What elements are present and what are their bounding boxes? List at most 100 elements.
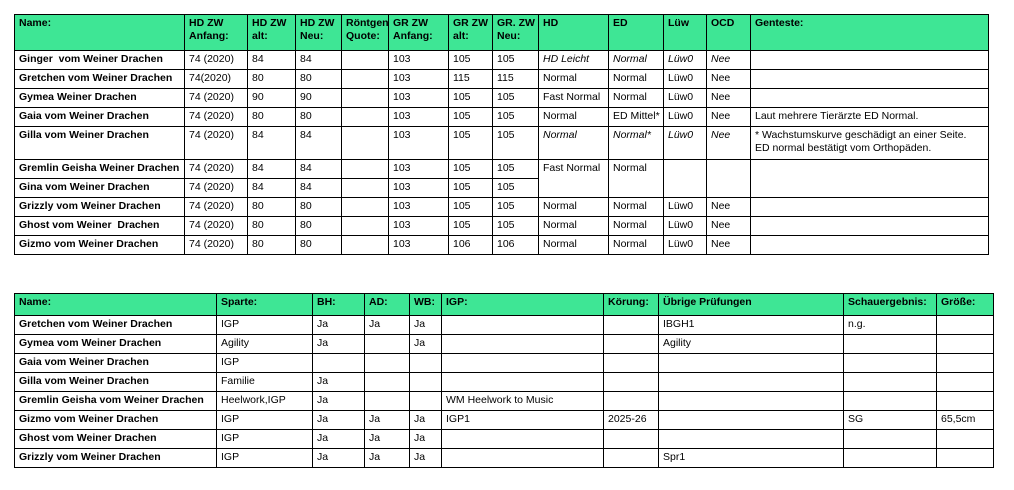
table-cell (843, 353, 937, 373)
table-cell: 105 (448, 159, 493, 179)
header-row: Name: HD ZW Anfang: HD ZW alt: HD ZW Neu: Rö… (14, 14, 989, 51)
table-cell: 105 (448, 50, 493, 70)
table-cell: 65,5cm (936, 410, 994, 430)
table-cell: 103 (388, 126, 449, 160)
table-row: Gymea vom Weiner Drachen Agility Ja Ja Agili… (14, 334, 994, 354)
table-cell: 80 (295, 107, 342, 127)
table-cell (658, 410, 844, 430)
table-cell (706, 159, 751, 179)
column-header: Körung: (603, 293, 659, 316)
table-row: Gremlin Geisha vom Weiner Drachen Heelwor… (14, 391, 994, 411)
column-header: WB: (409, 293, 442, 316)
table-row: Ginger vom Weiner Drachen 74 (2020) 84 84 10… (14, 50, 989, 70)
table-cell (603, 429, 659, 449)
table-cell: 74(2020) (184, 69, 248, 89)
table-cell: Normal (608, 197, 664, 217)
dog-name-cell: Gizmo vom Weiner Drachen (14, 235, 185, 255)
table-cell: 80 (295, 197, 342, 217)
table-cell: Lüw0 (663, 126, 707, 160)
dog-name-cell: Gretchen vom Weiner Drachen (14, 315, 217, 335)
table-cell: 80 (295, 69, 342, 89)
table-cell: IGP1 (441, 410, 604, 430)
table-cell (608, 178, 664, 198)
table-cell: 105 (448, 178, 493, 198)
table-cell: * Wachstumskurve geschädigt an einer Sei… (750, 126, 989, 160)
table-cell (341, 235, 389, 255)
table-cell (843, 391, 937, 411)
table-cell (603, 372, 659, 392)
column-header: HD ZW alt: (247, 14, 296, 51)
table-cell: Nee (706, 107, 751, 127)
table-cell: Lüw0 (663, 69, 707, 89)
table-cell: 74 (2020) (184, 178, 248, 198)
table-cell: 105 (492, 159, 539, 179)
table-cell (603, 391, 659, 411)
table-row: Grizzly vom Weiner Drachen 74 (2020) 80 80 1… (14, 197, 989, 217)
dog-name-cell: Ginger vom Weiner Drachen (14, 50, 185, 70)
table-cell: Spr1 (658, 448, 844, 468)
column-header: IGP: (441, 293, 604, 316)
table-cell: 106 (448, 235, 493, 255)
table-cell: 105 (448, 216, 493, 236)
dog-name-cell: Gretchen vom Weiner Drachen (14, 69, 185, 89)
table-cell (341, 69, 389, 89)
table-cell: Nee (706, 50, 751, 70)
table-cell: Ja (409, 448, 442, 468)
table-cell (706, 178, 751, 198)
table-cell: Ja (409, 315, 442, 335)
table-cell (750, 88, 989, 108)
table-cell: 105 (448, 126, 493, 160)
table-row: Gilla vom Weiner Drachen Familie Ja (14, 372, 994, 392)
table-cell: IGP (216, 429, 313, 449)
table-cell (750, 159, 989, 179)
table-cell (658, 372, 844, 392)
table-cell: 105 (492, 126, 539, 160)
table-cell (341, 88, 389, 108)
table-cell: Agility (658, 334, 844, 354)
column-header: OCD (706, 14, 751, 51)
table-cell (441, 315, 604, 335)
table-cell: 105 (492, 178, 539, 198)
table-cell: 80 (295, 235, 342, 255)
breeding-values-table-body: Ginger vom Weiner Drachen 74 (2020) 84 84 10… (14, 50, 989, 255)
table-cell (409, 372, 442, 392)
table-cell: 80 (247, 197, 296, 217)
table-cell: IGP (216, 315, 313, 335)
table-cell (441, 448, 604, 468)
training-results-table-header: Name: Sparte: BH: AD: WB: IGP: Körung: Übrige P… (14, 293, 994, 316)
column-header: Größe: (936, 293, 994, 316)
table-cell (341, 216, 389, 236)
table-cell: 105 (492, 107, 539, 127)
table-cell (364, 372, 410, 392)
table-cell: Nee (706, 88, 751, 108)
table-cell: Normal (608, 69, 664, 89)
table-cell: 105 (492, 197, 539, 217)
table-cell (750, 235, 989, 255)
table-cell (441, 372, 604, 392)
table-cell: 80 (247, 216, 296, 236)
column-header: Name: (14, 293, 217, 316)
table-row: Gizmo vom Weiner Drachen 74 (2020) 80 80 103… (14, 235, 989, 255)
table-cell (441, 353, 604, 373)
dog-name-cell: Gymea vom Weiner Drachen (14, 334, 217, 354)
table-cell: 74 (2020) (184, 159, 248, 179)
table-cell: 103 (388, 50, 449, 70)
table-cell: Heelwork,IGP (216, 391, 313, 411)
table-cell (409, 391, 442, 411)
dog-name-cell: Gilla vom Weiner Drachen (14, 126, 185, 160)
table-cell (663, 178, 707, 198)
table-cell: 105 (448, 197, 493, 217)
table-cell: 84 (247, 50, 296, 70)
table-cell (658, 429, 844, 449)
column-header: GR ZW Anfang: (388, 14, 449, 51)
table-cell: 74 (2020) (184, 126, 248, 160)
table-cell: Ja (364, 448, 410, 468)
table-cell: Nee (706, 69, 751, 89)
table-cell (603, 315, 659, 335)
table-cell (441, 429, 604, 449)
table-cell: Fast Normal (538, 88, 609, 108)
table-cell: 84 (295, 126, 342, 160)
table-cell: 74 (2020) (184, 216, 248, 236)
table-cell: 74 (2020) (184, 107, 248, 127)
dog-name-cell: Grizzly vom Weiner Drachen (14, 448, 217, 468)
